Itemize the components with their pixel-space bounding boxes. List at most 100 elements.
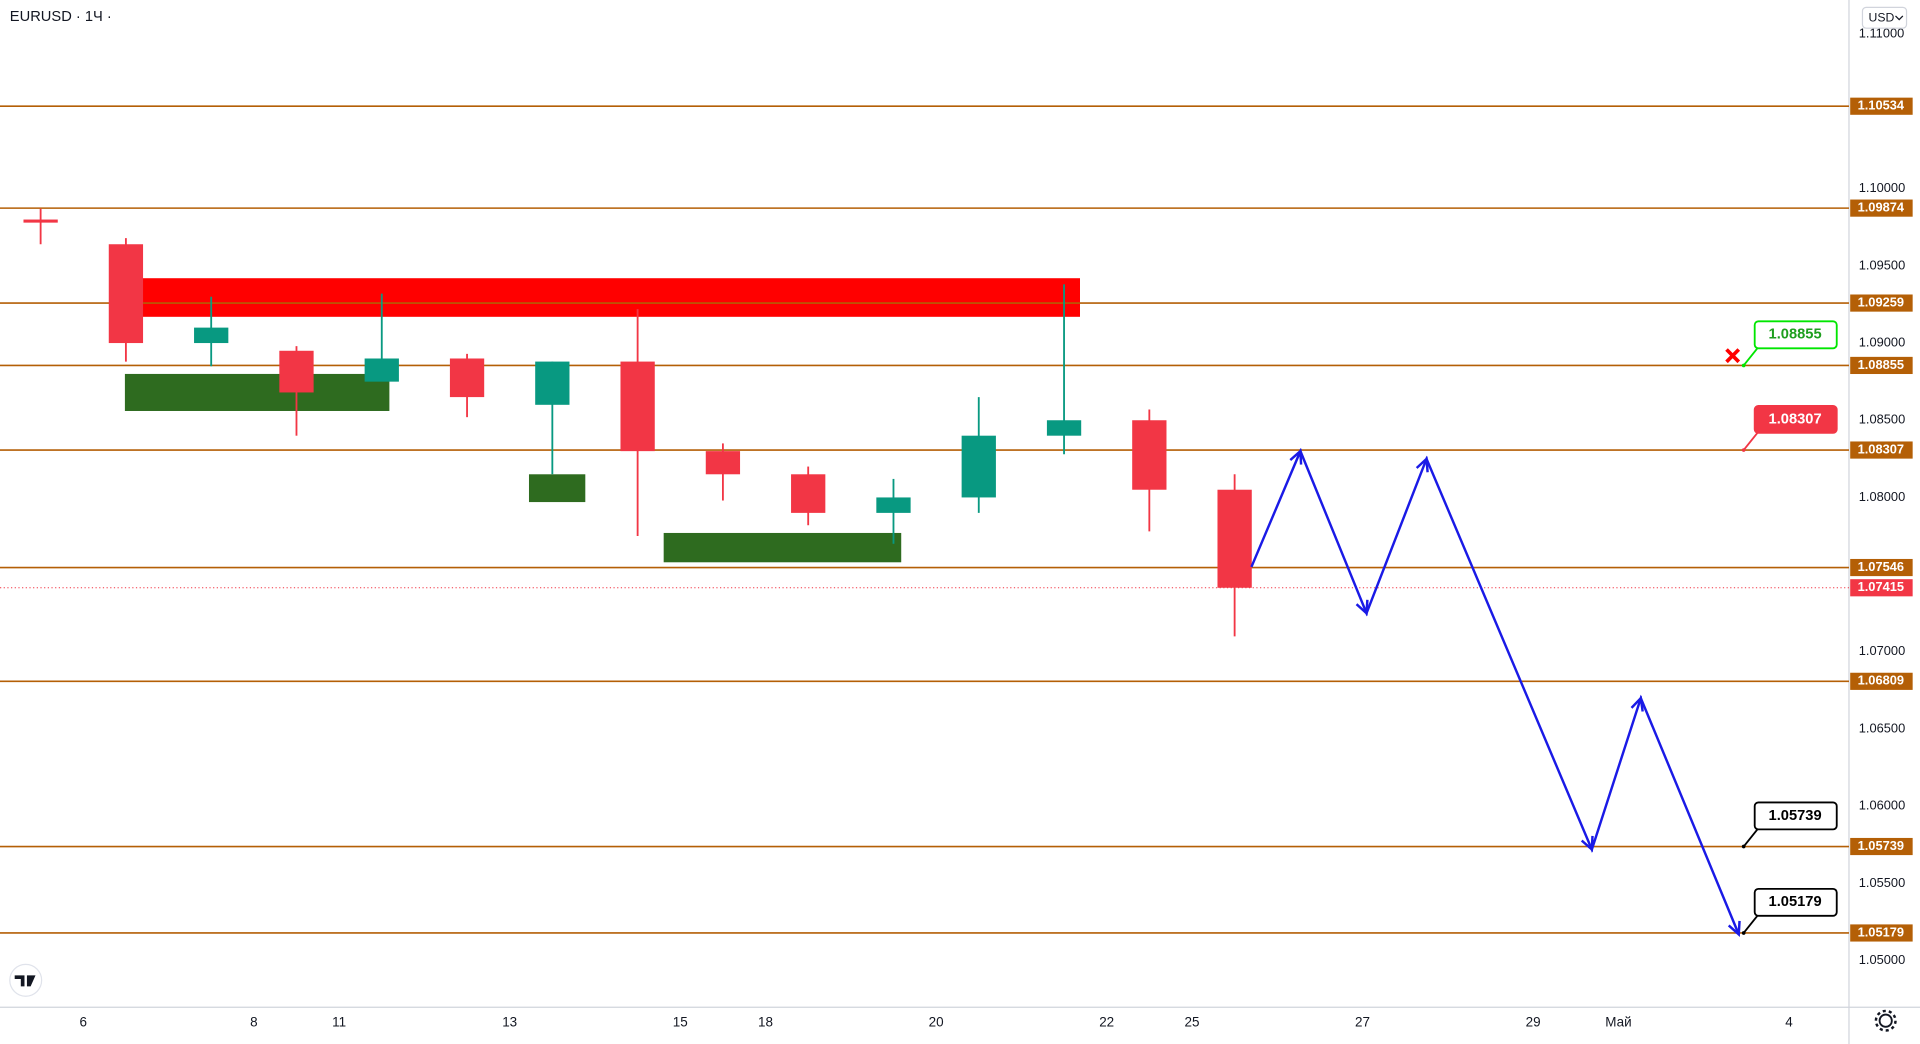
price-zone [528, 474, 586, 503]
x-tick-label: 4 [1785, 1015, 1793, 1030]
level-label-box [1850, 294, 1913, 312]
level-label-box [1850, 924, 1913, 942]
y-tick-label: 1.06000 [1859, 798, 1905, 813]
level-label-box [1850, 837, 1913, 856]
x-tick-label: 6 [80, 1015, 87, 1030]
candle-body [705, 451, 741, 475]
zones [124, 278, 1081, 563]
level-label-box [1850, 441, 1913, 459]
x-tick-label: Май [1605, 1015, 1631, 1030]
y-tick-label: 1.08000 [1859, 489, 1905, 504]
x-tick-label: 15 [673, 1015, 688, 1030]
callout-box [1753, 887, 1838, 917]
axes: 1.11000 1.10000 1.09500 1.09000 1.08500 1.080… [80, 26, 1913, 1030]
x-tick-label: 22 [1099, 1015, 1114, 1030]
callout-label: 1.05179 [1769, 894, 1822, 910]
callout-label: 1.05739 [1769, 808, 1822, 824]
y-tick-label: 1.05000 [1859, 952, 1905, 967]
level-label: 1.09259 [1858, 294, 1904, 309]
candle-body [108, 244, 144, 344]
levels [0, 105, 1849, 934]
forecast-arrowhead [1580, 835, 1594, 853]
symbol-title: EURUSD · 1Ч · [10, 9, 112, 25]
level-label: 1.05739 [1858, 838, 1904, 853]
settings-button[interactable] [1874, 1009, 1897, 1032]
cancel-mark [1725, 348, 1741, 364]
level-label-box [1850, 558, 1913, 577]
x-tick-label: 18 [758, 1015, 773, 1030]
price-zone [134, 278, 1081, 317]
price-zone [124, 373, 390, 411]
last-price-label: 1.07415 [1858, 579, 1904, 594]
candles [23, 208, 1252, 637]
level-label-box [1850, 672, 1913, 690]
candle-body [1046, 420, 1082, 436]
currency-label[interactable]: USD [1869, 11, 1895, 25]
forecast-arrowhead [1727, 920, 1741, 937]
y-tick-label: 1.06500 [1859, 720, 1905, 735]
gear-teeth[interactable] [1874, 1009, 1897, 1032]
y-tick-label: 1.05500 [1859, 875, 1905, 890]
price-zone [663, 532, 902, 563]
currency-button-frame[interactable] [1861, 6, 1908, 29]
candle-body [961, 435, 996, 498]
candle-body [194, 327, 229, 344]
candle-body [23, 219, 58, 223]
candle-body [1132, 420, 1167, 490]
candle-body [364, 358, 399, 382]
y-tick-label: 1.07000 [1859, 643, 1905, 658]
level-label: 1.05179 [1858, 924, 1904, 939]
candle-body [620, 361, 655, 452]
x-tick-label: 25 [1184, 1015, 1199, 1030]
callout-label: 1.08307 [1769, 411, 1822, 427]
x-tick-label: 8 [250, 1015, 257, 1030]
level-label: 1.09874 [1858, 200, 1905, 215]
callout-label: 1.08855 [1769, 327, 1822, 343]
level-label: 1.06809 [1858, 673, 1904, 688]
currency-button[interactable]: USD [1861, 6, 1908, 29]
forecast-arrowhead [1289, 448, 1303, 465]
x-tick-label: 20 [929, 1015, 944, 1030]
x-tick-label: 13 [502, 1015, 517, 1030]
level-label: 1.08307 [1858, 441, 1904, 456]
callout-anchor [1741, 448, 1746, 452]
gear-icon[interactable] [1878, 1013, 1893, 1028]
callout-anchor [1741, 363, 1746, 368]
callout-connector [1742, 346, 1760, 367]
candle-body [1217, 489, 1252, 588]
tradingview-logo [9, 963, 43, 997]
x-tick-label: 11 [332, 1015, 346, 1030]
level-label-box [1850, 97, 1913, 115]
candle-body [279, 350, 314, 393]
x-tick-label: 27 [1355, 1015, 1370, 1030]
forecast-arrowhead [1355, 599, 1369, 616]
callout-anchor [1741, 844, 1746, 849]
y-tick-label: 1.11000 [1859, 26, 1905, 41]
candle-body [449, 358, 485, 398]
callout-connector [1742, 827, 1760, 848]
logo-mark [14, 975, 36, 987]
level-label: 1.07546 [1858, 559, 1904, 574]
callout-box [1753, 801, 1838, 831]
logo-circle [9, 963, 43, 997]
forecast-arrowhead [1630, 695, 1644, 712]
y-tick-label: 1.10000 [1859, 180, 1905, 195]
candle-body [535, 361, 570, 405]
forecast-arrowhead [1415, 456, 1429, 473]
level-label-box [1850, 199, 1913, 217]
x-tick-label: 29 [1526, 1015, 1541, 1030]
level-label-box [1850, 356, 1913, 375]
level-label: 1.10534 [1858, 98, 1905, 113]
last-price-box [1850, 579, 1913, 597]
candle-body [791, 474, 826, 513]
callout-box [1753, 320, 1838, 350]
y-tick-label: 1.08500 [1859, 412, 1905, 427]
y-tick-label: 1.09000 [1859, 334, 1905, 349]
y-tick-label: 1.09500 [1859, 257, 1905, 272]
overlay: 1.08855 1.08307 1.05739 1.05179 [1250, 320, 1838, 937]
callout-connector [1742, 914, 1760, 934]
chevron-icon[interactable] [1895, 15, 1904, 21]
callout-connector [1742, 431, 1760, 451]
